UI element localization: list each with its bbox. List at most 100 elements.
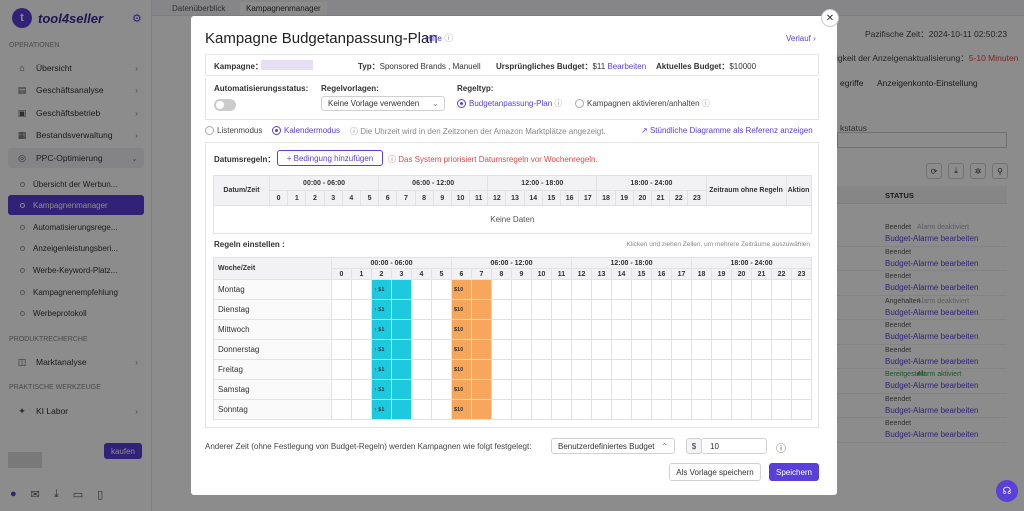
edit-budget-alarms-link[interactable]: Budget-Alarme bearbeiten [885, 332, 979, 341]
schedule-cell[interactable] [671, 379, 692, 400]
schedule-cell[interactable] [611, 319, 632, 340]
schedule-cell[interactable] [731, 279, 752, 300]
tab-campaign-manager[interactable]: Kampagnenmanager [240, 2, 327, 15]
schedule-cell-orange[interactable] [471, 299, 492, 320]
schedule-cell[interactable] [791, 399, 812, 420]
schedule-cell[interactable] [691, 399, 712, 420]
schedule-cell[interactable] [491, 379, 512, 400]
schedule-cell-cyan[interactable]: ↑ $1 [371, 399, 392, 420]
schedule-cell[interactable] [611, 339, 632, 360]
sidebar-item-ai-lab[interactable]: ✦ KI Labor › [8, 401, 144, 421]
schedule-cell[interactable] [751, 279, 772, 300]
schedule-cell[interactable] [551, 359, 572, 380]
schedule-cell[interactable] [751, 399, 772, 420]
schedule-cell[interactable] [771, 299, 792, 320]
schedule-cell[interactable] [531, 379, 552, 400]
schedule-cell-orange[interactable] [471, 359, 492, 380]
rule-type-budget-plan[interactable]: Budgetanpassung-Plan ⓘ [457, 98, 562, 109]
rule-type-activate-pause[interactable]: Kampagnen aktivieren/anhalten ⓘ [575, 98, 710, 109]
edit-budget-alarms-link[interactable]: Budget-Alarme bearbeiten [885, 356, 979, 366]
bg-tab-terms[interactable]: egriffe [840, 78, 864, 88]
schedule-cell[interactable] [431, 299, 452, 320]
app-logo[interactable]: t tool4seller [12, 8, 103, 28]
schedule-cell[interactable] [491, 399, 512, 420]
schedule-cell[interactable] [791, 299, 812, 320]
schedule-cell[interactable] [351, 399, 372, 420]
schedule-cell[interactable] [411, 279, 432, 300]
sidebar-subitem-automation-rules[interactable]: Automatisierungsrege... [8, 217, 144, 237]
settings-gear-icon[interactable]: ⚙ [132, 13, 142, 25]
other-budget-input[interactable]: 10 [701, 438, 767, 454]
schedule-cell[interactable] [411, 319, 432, 340]
schedule-cell[interactable] [791, 319, 812, 340]
schedule-cell[interactable] [771, 339, 792, 360]
schedule-cell[interactable] [731, 339, 752, 360]
schedule-cell-orange[interactable] [471, 399, 492, 420]
schedule-cell[interactable] [591, 379, 612, 400]
schedule-cell[interactable] [771, 399, 792, 420]
schedule-cell[interactable] [631, 299, 652, 320]
schedule-cell[interactable] [571, 359, 592, 380]
schedule-cell[interactable] [571, 339, 592, 360]
edit-budget-alarms-link[interactable]: Budget-Alarme bearbeiten [885, 258, 979, 268]
schedule-cell-orange[interactable] [471, 339, 492, 360]
schedule-cell-cyan[interactable]: ↑ $1 [371, 339, 392, 360]
schedule-cell[interactable] [351, 339, 372, 360]
schedule-cell[interactable] [551, 279, 572, 300]
schedule-cell[interactable] [351, 279, 372, 300]
schedule-cell[interactable] [571, 379, 592, 400]
schedule-cell[interactable] [531, 319, 552, 340]
schedule-cell[interactable] [511, 319, 532, 340]
schedule-cell[interactable] [411, 299, 432, 320]
schedule-cell[interactable] [611, 299, 632, 320]
schedule-cell[interactable] [771, 279, 792, 300]
schedule-cell[interactable] [631, 319, 652, 340]
download-icon[interactable]: ⤓ [53, 488, 59, 500]
schedule-cell[interactable] [571, 279, 592, 300]
schedule-cell[interactable] [671, 279, 692, 300]
schedule-cell[interactable] [431, 319, 452, 340]
schedule-cell[interactable] [331, 339, 352, 360]
schedule-cell[interactable] [511, 299, 532, 320]
schedule-cell-cyan[interactable]: ↑ $1 [371, 299, 392, 320]
schedule-cell[interactable] [591, 399, 612, 420]
schedule-cell[interactable] [431, 339, 452, 360]
sidebar-item-market-analysis[interactable]: ◫ Marktanalyse › [8, 352, 144, 372]
schedule-cell[interactable] [791, 379, 812, 400]
sidebar-subitem-ad-overview[interactable]: Übersicht der Werbun... [8, 174, 144, 194]
schedule-cell[interactable] [771, 359, 792, 380]
schedule-cell[interactable] [671, 299, 692, 320]
schedule-cell[interactable] [511, 399, 532, 420]
schedule-cell[interactable] [651, 279, 672, 300]
schedule-cell-orange[interactable]: $10 [451, 379, 472, 400]
tab-overview[interactable]: Datenüberblick [172, 4, 226, 13]
schedule-cell[interactable] [631, 399, 652, 420]
schedule-cell[interactable] [671, 359, 692, 380]
schedule-cell-orange[interactable]: $10 [451, 279, 472, 300]
schedule-cell[interactable] [491, 319, 512, 340]
schedule-cell[interactable] [631, 279, 652, 300]
schedule-cell[interactable] [731, 379, 752, 400]
schedule-cell[interactable] [431, 399, 452, 420]
support-chat-icon[interactable]: ☊ [996, 480, 1018, 502]
schedule-cell[interactable] [491, 279, 512, 300]
phone-icon[interactable]: ▯ [97, 489, 104, 501]
schedule-cell[interactable] [411, 359, 432, 380]
schedule-cell[interactable] [511, 379, 532, 400]
schedule-cell-cyan[interactable]: ↑ $1 [371, 379, 392, 400]
schedule-cell[interactable] [551, 339, 572, 360]
schedule-cell-orange[interactable]: $10 [451, 319, 472, 340]
schedule-cell[interactable] [531, 299, 552, 320]
mode-calendar[interactable]: Kalendermodus [272, 126, 340, 136]
schedule-cell[interactable] [651, 359, 672, 380]
save-template-button[interactable]: Als Vorlage speichern [669, 463, 761, 481]
schedule-cell[interactable] [351, 359, 372, 380]
schedule-cell[interactable] [611, 279, 632, 300]
schedule-cell[interactable] [751, 359, 772, 380]
sidebar-item-business-analysis[interactable]: ▤ Geschäftsanalyse › [8, 80, 144, 100]
download-icon[interactable]: ⤓ [948, 163, 964, 179]
schedule-cell[interactable] [711, 399, 732, 420]
schedule-cell-orange[interactable]: $10 [451, 299, 472, 320]
schedule-cell-cyan[interactable] [391, 359, 412, 380]
schedule-cell[interactable] [771, 379, 792, 400]
